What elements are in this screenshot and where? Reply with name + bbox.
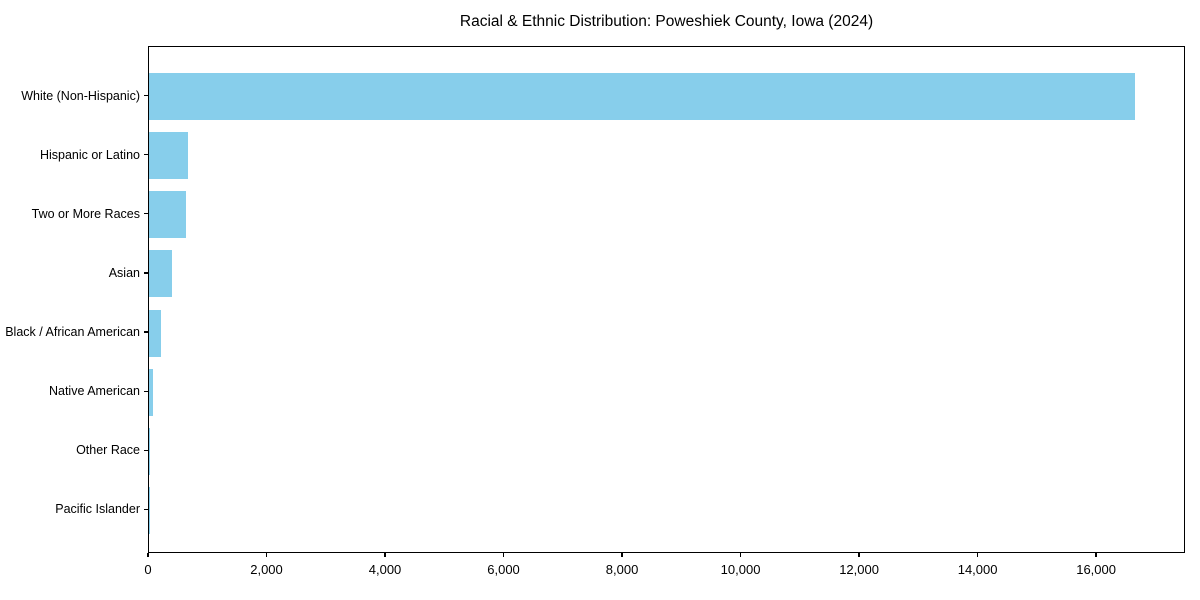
y-tick-mark <box>144 154 148 156</box>
x-tick-label: 12,000 <box>839 562 879 577</box>
x-tick-label: 4,000 <box>368 562 402 577</box>
y-tick-mark <box>144 508 148 511</box>
x-tick-mark <box>976 553 979 557</box>
x-tick-mark <box>739 553 742 557</box>
y-tick-mark <box>144 390 148 392</box>
bar <box>149 191 186 239</box>
y-tick-mark <box>144 331 148 333</box>
x-tick-label: 14,000 <box>957 562 998 577</box>
bar <box>149 427 150 475</box>
x-tick-mark <box>265 553 268 557</box>
y-axis-label: Two or More Races <box>31 206 140 221</box>
y-tick-mark <box>144 272 148 274</box>
chart-title: Racial & Ethnic Distribution: Poweshiek … <box>459 13 874 30</box>
y-tick-mark <box>144 449 148 451</box>
bar <box>149 250 172 298</box>
y-axis-label: Black / African American <box>5 325 140 340</box>
x-tick-label: 16,000 <box>1076 562 1116 577</box>
x-tick-label: 2,000 <box>250 562 283 577</box>
x-tick-mark <box>621 553 623 557</box>
y-axis-label: Asian <box>108 265 140 280</box>
x-tick-mark <box>147 553 149 557</box>
y-axis-label: Pacific Islander <box>55 502 140 517</box>
y-axis-label: White (Non-Hispanic) <box>21 88 140 103</box>
x-tick-mark <box>502 553 505 557</box>
bar <box>149 73 1135 121</box>
x-tick-mark <box>1095 553 1097 557</box>
y-axis-label: Hispanic or Latino <box>39 147 140 162</box>
plot-area <box>148 46 1185 553</box>
x-tick-label: 0 <box>144 562 152 577</box>
x-tick-label: 8,000 <box>605 562 639 577</box>
y-axis-label: Native American <box>48 384 140 399</box>
x-tick-label: 6,000 <box>487 562 520 577</box>
x-tick-label: 10,000 <box>720 562 761 577</box>
y-tick-mark <box>144 213 148 215</box>
x-tick-mark <box>858 553 860 557</box>
bar <box>149 132 189 180</box>
x-tick-mark <box>384 553 386 557</box>
y-tick-mark <box>144 94 148 97</box>
bar <box>149 368 153 416</box>
bar <box>149 309 161 357</box>
y-axis-label: Other Race <box>76 443 140 458</box>
